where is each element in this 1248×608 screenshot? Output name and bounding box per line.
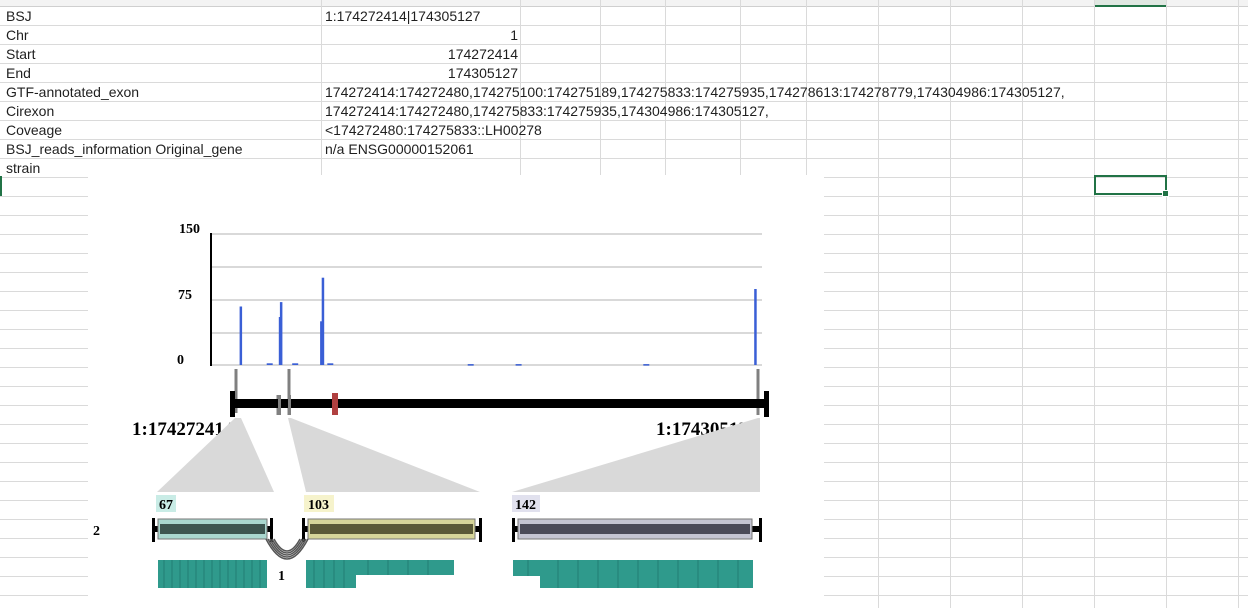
- exon-label: 103: [308, 498, 329, 513]
- gridline: [0, 120, 1248, 121]
- gridline: [1238, 0, 1239, 608]
- cell-row-label[interactable]: End: [6, 65, 31, 81]
- gridline: [0, 158, 1248, 159]
- cell-row-label[interactable]: GTF-annotated_exon: [6, 84, 140, 100]
- coverage-bar: [292, 363, 299, 365]
- cell-row-label[interactable]: Start: [6, 46, 36, 62]
- cell-row-value[interactable]: 174305127: [447, 65, 518, 81]
- embedded-coverage-figure[interactable]: 150 75 0 1:174272414 1:174305127: [88, 175, 824, 608]
- coverage-bar: [239, 306, 243, 365]
- gridline: [878, 0, 879, 608]
- cell-row-label[interactable]: BSJ_reads_information Original_gene: [6, 141, 243, 157]
- coverage-bar: [321, 277, 325, 365]
- coverage-bar: [643, 364, 650, 366]
- coverage-bar: [467, 364, 474, 366]
- exon-label: 142: [515, 498, 536, 513]
- genome-track: [230, 391, 769, 417]
- coverage-bars: [239, 277, 757, 366]
- y-tick-label: 0: [177, 353, 184, 368]
- gridline: [1166, 0, 1167, 608]
- exon-track-3: [512, 518, 762, 542]
- cell-row-value[interactable]: 1:174272414|174305127: [325, 8, 481, 24]
- gridline: [1022, 0, 1023, 608]
- selected-column-header[interactable]: [1095, 0, 1167, 7]
- exon-position-ticks: [234, 369, 760, 415]
- gridline: [0, 139, 1248, 140]
- isoform-row-number: 2: [93, 524, 100, 539]
- exon-label: 67: [159, 498, 173, 513]
- cell-row-label[interactable]: strain: [6, 160, 41, 176]
- read-pileup: [158, 560, 753, 588]
- gridline: [0, 101, 1248, 102]
- coverage-bar: [515, 364, 522, 366]
- gridline: [0, 25, 1248, 26]
- cell-row-label[interactable]: BSJ: [6, 8, 32, 24]
- read-pileup-hatch: [163, 560, 739, 588]
- junction-read-count: 1: [278, 569, 285, 584]
- cell-row-label[interactable]: Cirexon: [6, 103, 55, 119]
- coverage-bar: [327, 363, 334, 365]
- fill-handle[interactable]: [1162, 190, 1169, 197]
- exon-track-2: [302, 518, 482, 542]
- gridline: [0, 63, 1248, 64]
- cell-row-value[interactable]: 1: [510, 27, 518, 43]
- gridline: [950, 0, 951, 608]
- selected-cell[interactable]: [1094, 175, 1169, 197]
- gridline: [0, 44, 1248, 45]
- start-coordinate-label: 1:174272414: [132, 419, 234, 440]
- zoom-wedges: [157, 418, 760, 492]
- y-tick-label: 75: [178, 288, 192, 303]
- coverage-bar: [279, 302, 283, 365]
- cell-row-value[interactable]: 174272414: [447, 46, 518, 62]
- bsj-marker: [332, 393, 338, 415]
- splice-junction-arc: [265, 538, 309, 560]
- cell-row-value[interactable]: 174272414:174272480,174275833:174275935,…: [325, 103, 769, 119]
- cell-row-label[interactable]: Coveage: [6, 122, 63, 138]
- figure-canvas: 150 75 0 1:174272414 1:174305127: [93, 222, 769, 588]
- coverage-bar: [320, 321, 323, 365]
- exon-track-1: [152, 518, 273, 542]
- exon-label-bg: [304, 495, 334, 512]
- column-header-strip[interactable]: [0, 0, 1248, 7]
- cell-row-value[interactable]: 174272414:174272480,174275100:174275189,…: [325, 84, 1065, 100]
- cell-row-label[interactable]: Chr: [6, 27, 29, 43]
- exon-label-bg: [512, 495, 540, 512]
- gridline: [1094, 0, 1095, 608]
- exon-label-bg: [156, 495, 176, 512]
- coverage-bar: [266, 363, 273, 365]
- cell-row-value[interactable]: n/a ENSG00000152061: [325, 141, 474, 157]
- coverage-plot-grid: [211, 233, 762, 366]
- gridline: [0, 82, 1248, 83]
- row-selection-indicator: [0, 176, 2, 196]
- y-tick-label: 150: [179, 222, 200, 237]
- coverage-bar: [754, 289, 757, 365]
- cell-row-value[interactable]: <174272480:174275833::LH00278: [325, 122, 542, 138]
